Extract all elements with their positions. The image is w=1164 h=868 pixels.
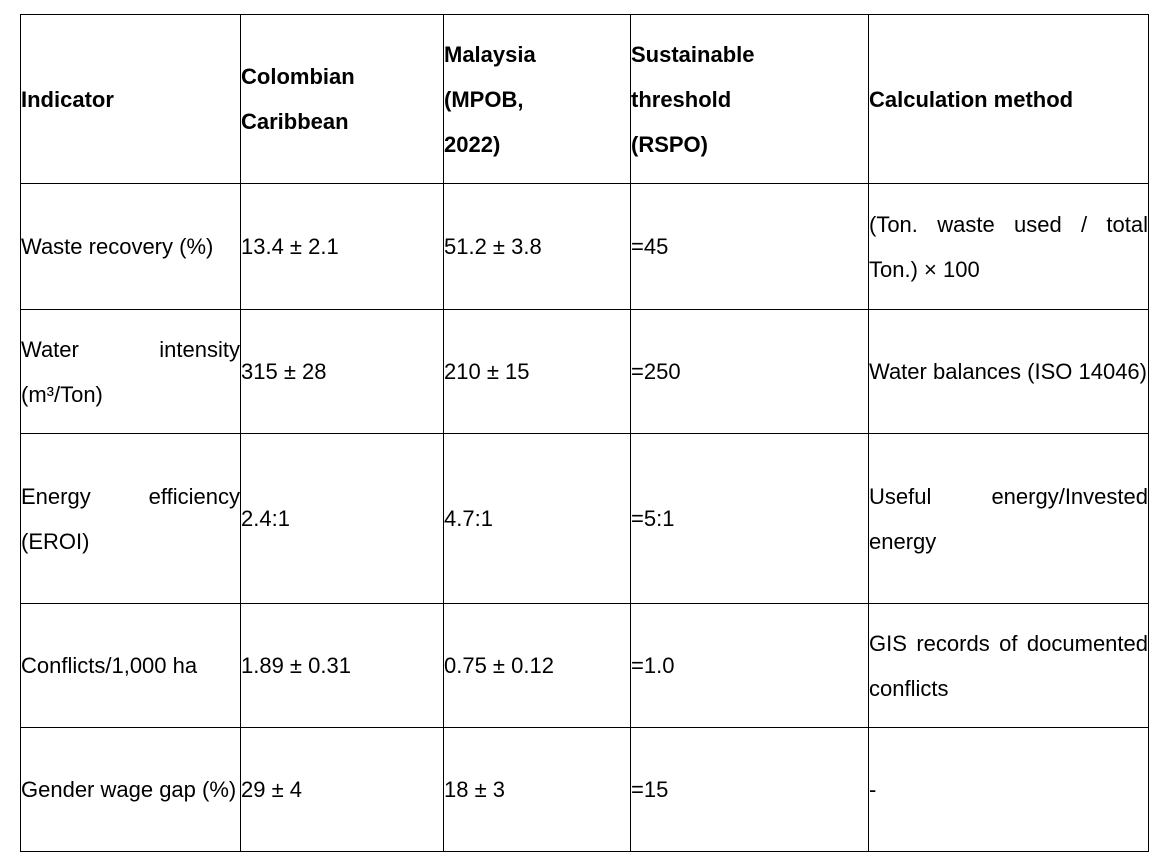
cell-malaysia: 51.2 ± 3.8: [443, 183, 631, 310]
header-calculation-method: Calculation method: [868, 14, 1149, 184]
cell-malaysia: 18 ± 3: [443, 727, 631, 852]
cell-threshold: =5:1: [630, 433, 869, 604]
table-row: Water intensity (m³/Ton) 315 ± 28 210 ± …: [20, 309, 1149, 434]
header-indicator: Indicator: [20, 14, 241, 184]
cell-indicator: Energy efficiency (EROI): [20, 433, 241, 604]
cell-calculation-method: (Ton. waste used / total Ton.) × 100: [868, 183, 1149, 310]
cell-indicator: Gender wage gap (%): [20, 727, 241, 852]
cell-threshold: =45: [630, 183, 869, 310]
cell-indicator: Water intensity (m³/Ton): [20, 309, 241, 434]
cell-malaysia: 210 ± 15: [443, 309, 631, 434]
cell-threshold: =1.0: [630, 603, 869, 728]
table-header-row: Indicator Colombian Caribbean Malaysia (…: [20, 14, 1149, 184]
cell-threshold: =15: [630, 727, 869, 852]
table-row: Gender wage gap (%) 29 ± 4 18 ± 3 =15 -: [20, 727, 1149, 852]
cell-calculation-method: Water balances (ISO 14046): [868, 309, 1149, 434]
header-sustainable-threshold: Sustainable threshold (RSPO): [630, 14, 869, 184]
cell-threshold: =250: [630, 309, 869, 434]
cell-colombian-caribbean: 29 ± 4: [240, 727, 444, 852]
cell-colombian-caribbean: 1.89 ± 0.31: [240, 603, 444, 728]
cell-calculation-method: -: [868, 727, 1149, 852]
table-row: Conflicts/1,000 ha 1.89 ± 0.31 0.75 ± 0.…: [20, 603, 1149, 728]
cell-malaysia: 4.7:1: [443, 433, 631, 604]
cell-calculation-method: Useful energy/Invested energy: [868, 433, 1149, 604]
cell-colombian-caribbean: 315 ± 28: [240, 309, 444, 434]
cell-malaysia: 0.75 ± 0.12: [443, 603, 631, 728]
cell-indicator: Waste recovery (%): [20, 183, 241, 310]
header-malaysia: Malaysia (MPOB, 2022): [443, 14, 631, 184]
cell-calculation-method: GIS records of documented conflicts: [868, 603, 1149, 728]
table-row: Energy efficiency (EROI) 2.4:1 4.7:1 =5:…: [20, 433, 1149, 604]
cell-colombian-caribbean: 2.4:1: [240, 433, 444, 604]
table-row: Waste recovery (%) 13.4 ± 2.1 51.2 ± 3.8…: [20, 183, 1149, 310]
cell-indicator: Conflicts/1,000 ha: [20, 603, 241, 728]
cell-colombian-caribbean: 13.4 ± 2.1: [240, 183, 444, 310]
header-colombian-caribbean: Colombian Caribbean: [240, 14, 444, 184]
indicators-table: Indicator Colombian Caribbean Malaysia (…: [20, 14, 1149, 852]
